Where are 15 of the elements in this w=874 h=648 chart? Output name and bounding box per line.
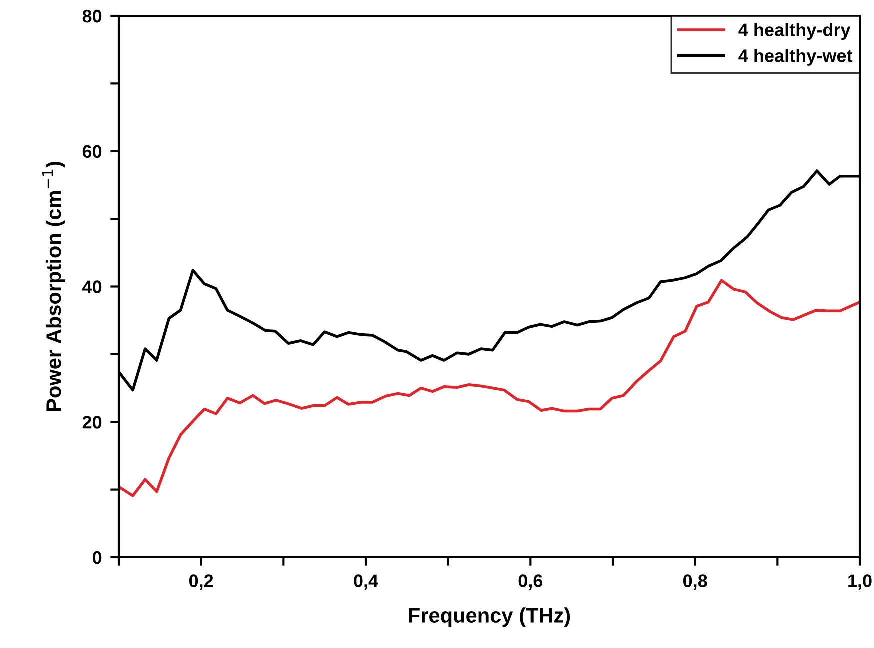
legend-label: 4 healthy-dry [738,23,851,40]
x-tick-label: 1,0 [848,574,872,590]
y-tick-label: 40 [82,280,102,294]
legend-label: 4 healthy-wet [738,49,853,66]
x-tick-label: 0,2 [190,574,214,590]
x-tick-label: 0,8 [684,574,708,590]
x-axis-title: Frequency (THz) [409,608,570,628]
line-series [119,279,860,498]
x-tick-label: 0,4 [354,574,378,590]
y-tick-label: 80 [82,10,102,23]
x-tick-label: 0,6 [518,574,543,590]
y-tick-label: 20 [82,416,102,429]
y-axis-title: Power Absorption (cm$^{−1}$) [42,162,66,412]
y-tick-label: 60 [82,145,102,158]
y-tick-label: 0 [93,551,102,564]
